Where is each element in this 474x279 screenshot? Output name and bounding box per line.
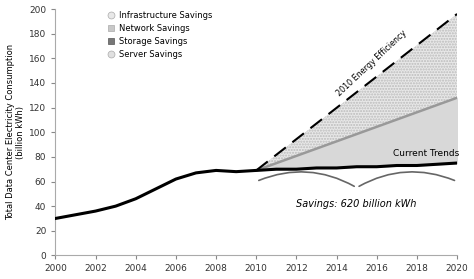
Text: Savings: 620 billion kWh: Savings: 620 billion kWh xyxy=(296,199,417,209)
Y-axis label: Total Data Center Electricity Consumption
(billion kWh): Total Data Center Electricity Consumptio… xyxy=(6,44,25,220)
Text: 2010 Energy Efficiency: 2010 Energy Efficiency xyxy=(335,28,408,98)
Text: Current Trends: Current Trends xyxy=(393,149,459,158)
Legend: Infrastructure Savings, Network Savings, Storage Savings, Server Savings: Infrastructure Savings, Network Savings,… xyxy=(108,11,212,59)
